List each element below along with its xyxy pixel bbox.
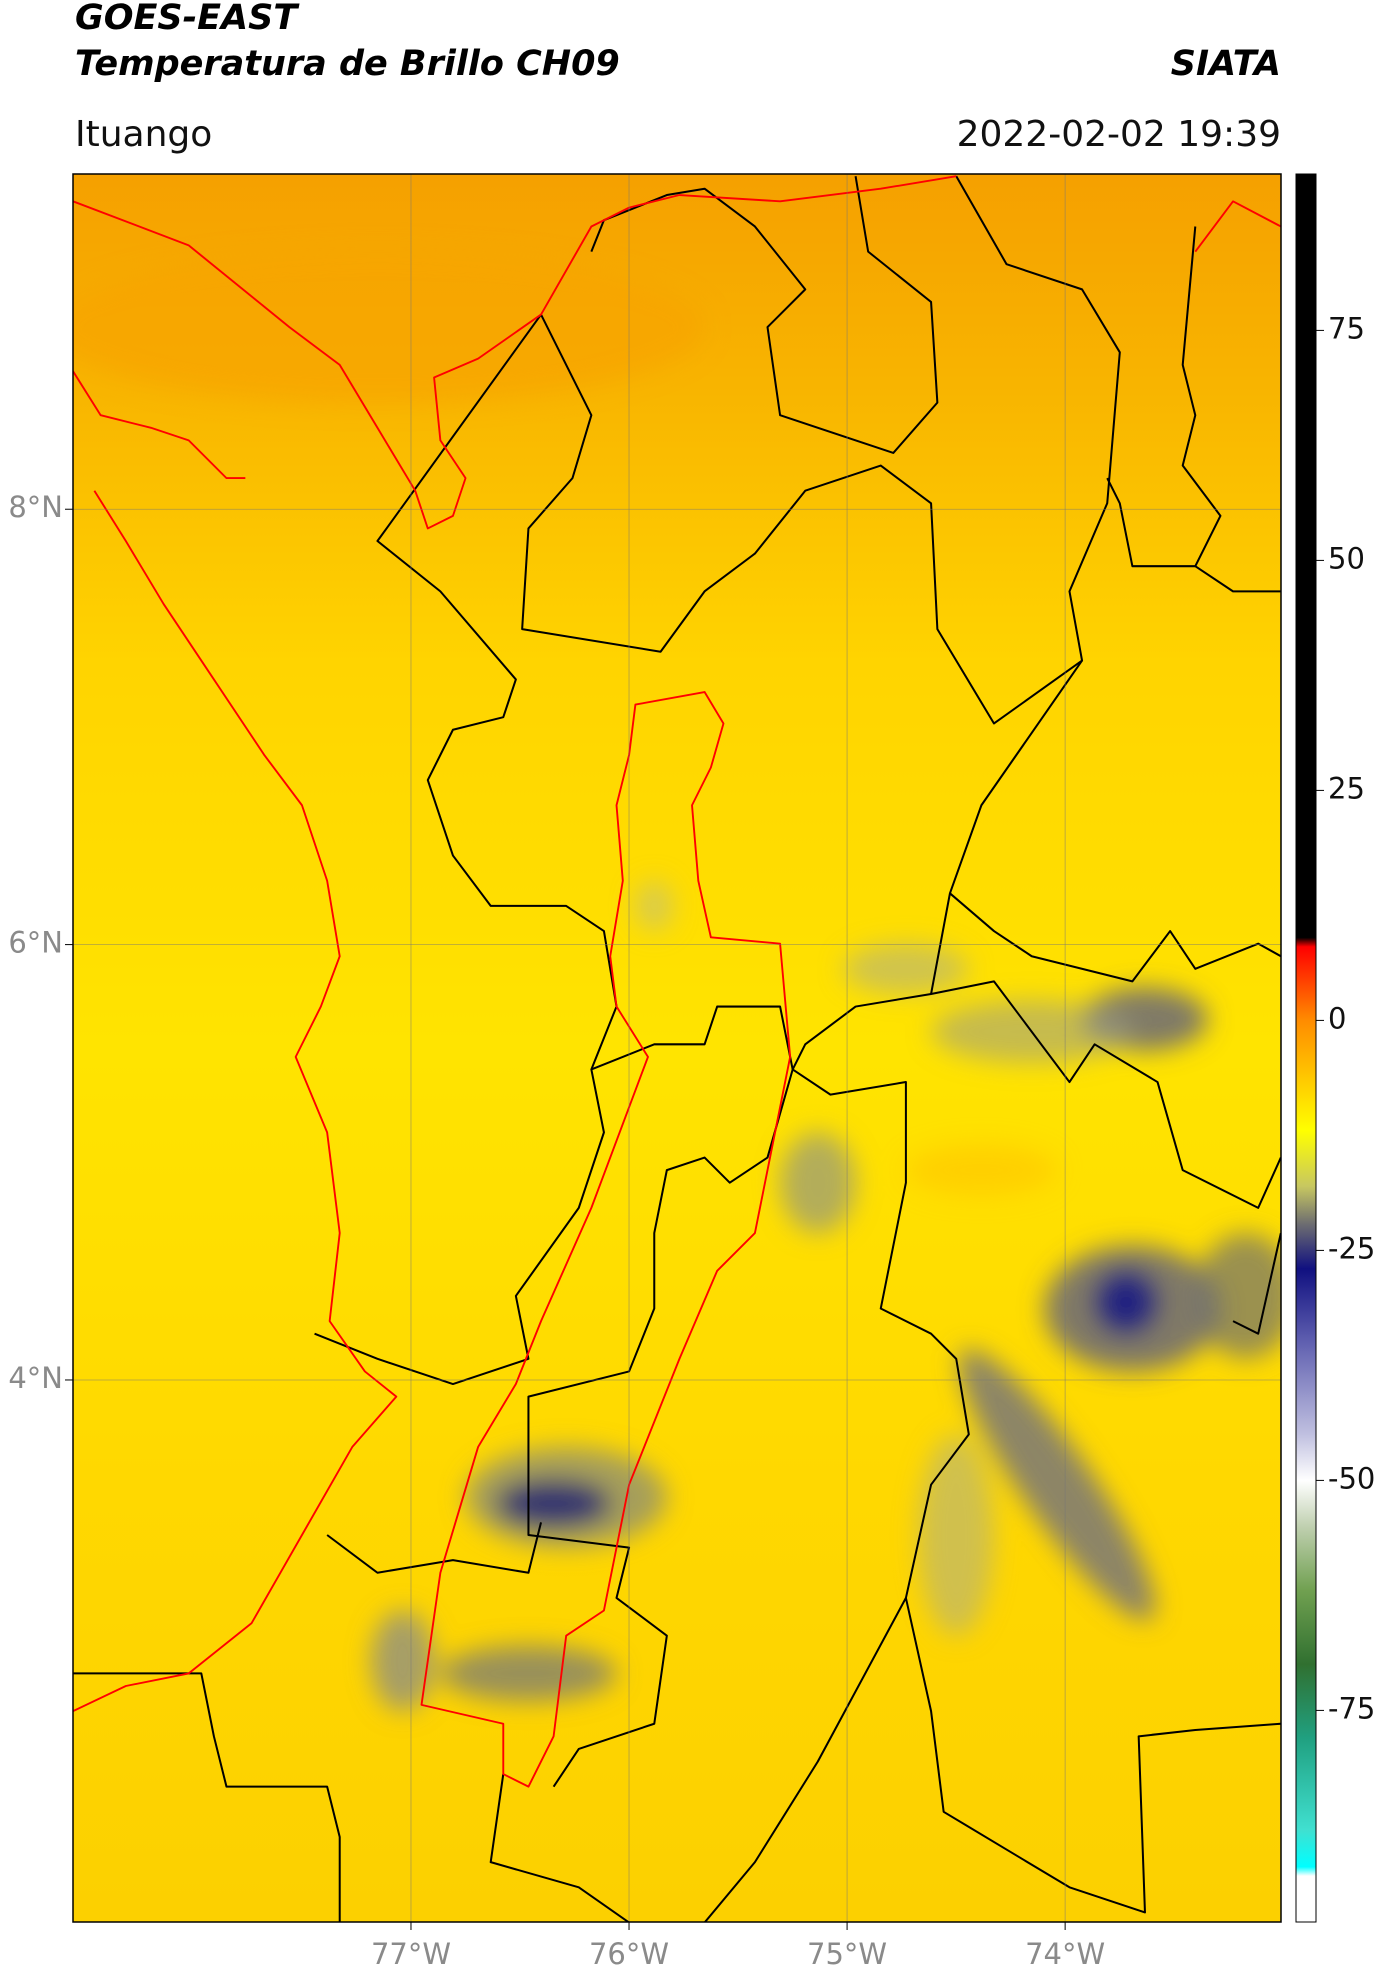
- y-tick-label: 6°N: [8, 926, 63, 960]
- map: [73, 174, 1281, 1922]
- x-tick-label: 75°W: [807, 1937, 887, 1971]
- colorbar-tick-label: 0: [1328, 1001, 1346, 1035]
- x-tick-label: 77°W: [371, 1937, 451, 1971]
- colorbar-tick-label: -25: [1328, 1231, 1375, 1265]
- title: GOES-EAST: [75, 0, 300, 38]
- subtitle: Temperatura de Brillo CH09: [75, 44, 620, 84]
- x-tick-label: 74°W: [1025, 1937, 1105, 1971]
- datetime: 2022-02-02 19:39: [957, 114, 1281, 155]
- y-tick-label: 8°N: [8, 490, 63, 524]
- colorbar-tick-label: -75: [1328, 1691, 1375, 1725]
- colorbar-tick-label: 75: [1328, 311, 1365, 345]
- gridlines: [73, 174, 1281, 1922]
- basin-outline: [420, 691, 792, 1788]
- map-frame: [72, 173, 1282, 1923]
- colorbar-tick-label: -50: [1328, 1461, 1375, 1495]
- x-tick-label: 76°W: [589, 1937, 669, 1971]
- clouds: [73, 251, 1281, 1712]
- borders: [73, 175, 1281, 1922]
- brand: SIATA: [1171, 44, 1281, 84]
- colorbar: [1295, 173, 1317, 1923]
- colorbar-tick-label: 25: [1328, 771, 1365, 805]
- colorbar-tick-label: 50: [1328, 541, 1365, 575]
- y-tick-label: 4°N: [8, 1361, 63, 1395]
- coastline: [73, 175, 1281, 1713]
- map-features: [73, 175, 1281, 1922]
- place: Ituango: [75, 114, 212, 155]
